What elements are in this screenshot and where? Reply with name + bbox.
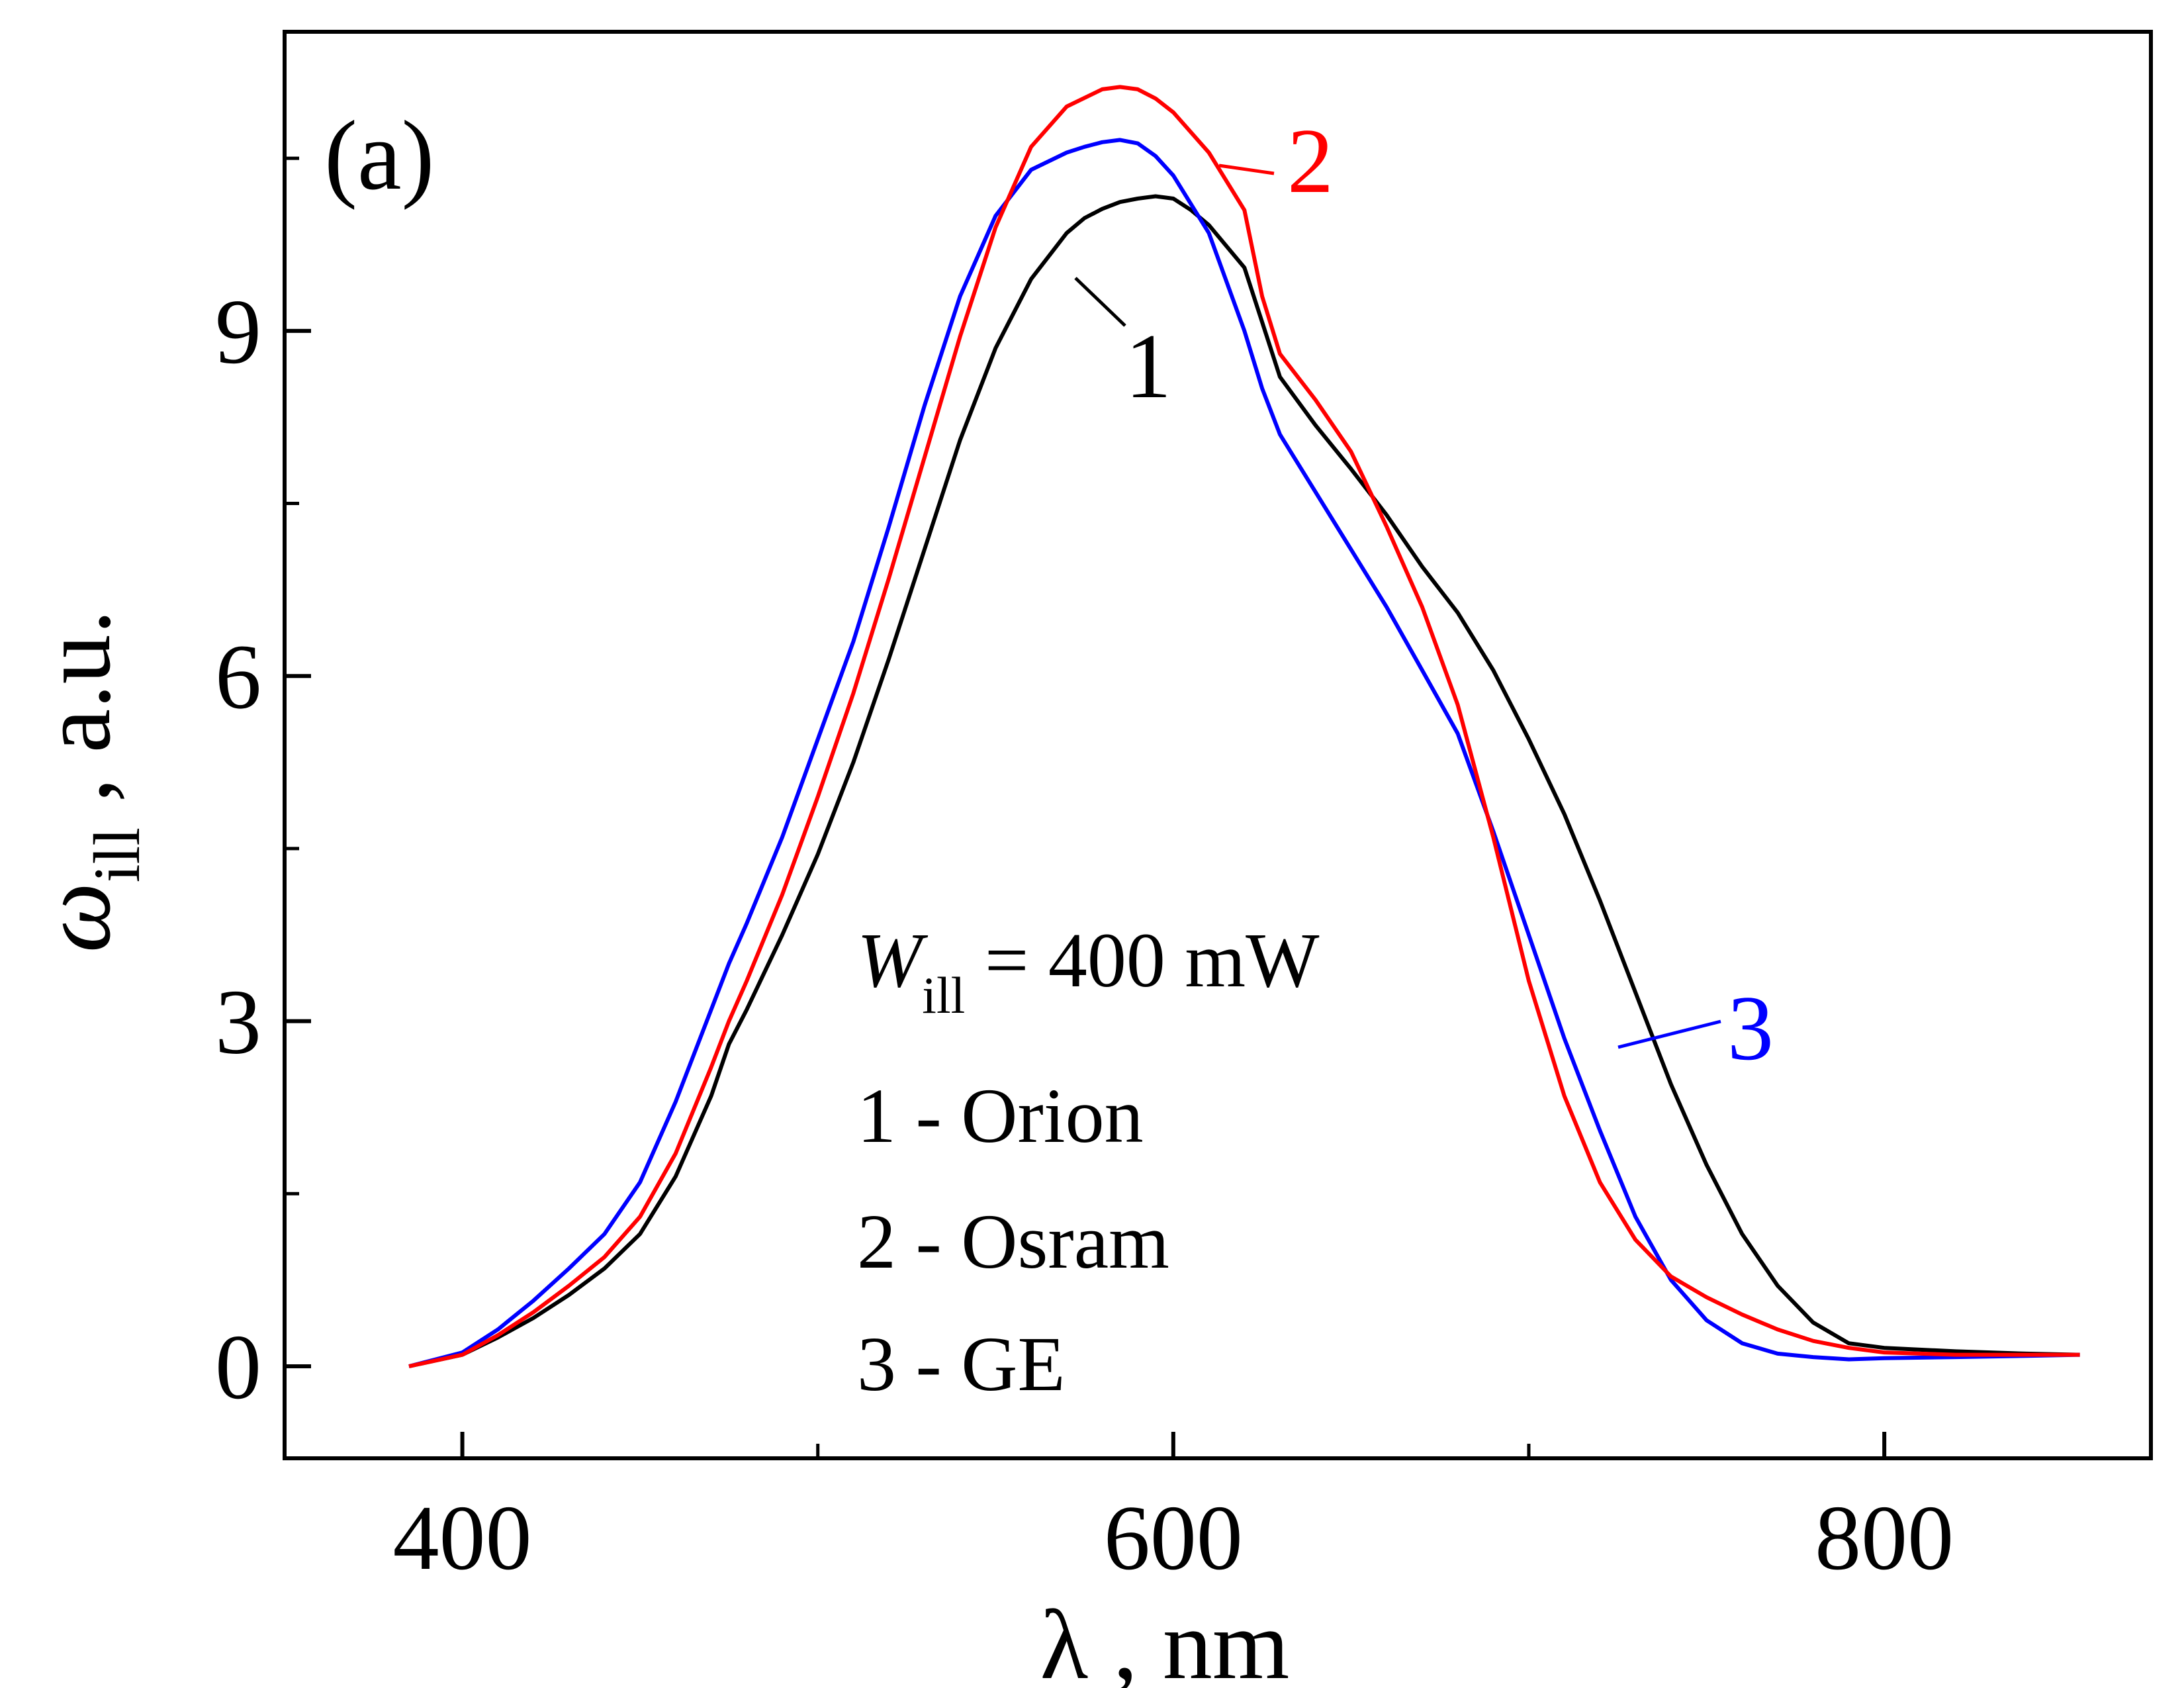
- y-tick-label: 0: [215, 1316, 261, 1419]
- x-tick-label: 400: [393, 1487, 532, 1589]
- x-tick-label: 800: [1815, 1487, 1954, 1589]
- y-tick-label: 6: [215, 626, 261, 728]
- series-3-label: 3: [1727, 977, 1774, 1080]
- y-axis-label: ωill , a.u.: [21, 610, 154, 953]
- x-tick-label: 600: [1104, 1487, 1243, 1589]
- series-2-line: [408, 85, 2080, 1368]
- annotation-power-symbol: W: [857, 917, 929, 1004]
- annotation-power-subscript: ill: [922, 966, 965, 1024]
- annotation-line-ge: 3 - GE: [857, 1321, 1066, 1407]
- annotation-block: Will = 400 mW 1 - Orion 2 - Osram 3 - GE: [857, 917, 1320, 1407]
- annotation-line-orion: 1 - Orion: [857, 1072, 1144, 1159]
- annotation-line-osram: 2 - Osram: [857, 1198, 1169, 1285]
- y-axis-label-subscript: ill: [80, 827, 154, 882]
- panel-label: (a): [324, 101, 434, 211]
- plot-frame: [283, 30, 2153, 1460]
- y-tick-label: 9: [215, 281, 261, 383]
- y-tick-label: 3: [215, 971, 261, 1074]
- series-3-leader: [1617, 1019, 1721, 1049]
- curve-label-leaders: 1 2 3: [1074, 110, 1774, 1080]
- x-axis-label: λ , nm: [1040, 1590, 1290, 1688]
- series-1-leader: [1074, 277, 1126, 327]
- series-2-label: 2: [1287, 110, 1334, 212]
- annotation-power-line: Will = 400 mW: [857, 917, 1320, 1024]
- series-3-line: [408, 138, 2080, 1368]
- series-2-leader: [1218, 164, 1275, 175]
- annotation-power-value: = 400 mW: [965, 917, 1320, 1004]
- y-axis-label-unit: , a.u.: [21, 610, 131, 827]
- y-axis-label-symbol: ω: [21, 882, 131, 953]
- series-1-line: [408, 194, 2080, 1368]
- series-1-label: 1: [1125, 315, 1171, 418]
- curves: [408, 85, 2080, 1368]
- axes: 400 600 800 0 3 6 9: [215, 156, 1954, 1589]
